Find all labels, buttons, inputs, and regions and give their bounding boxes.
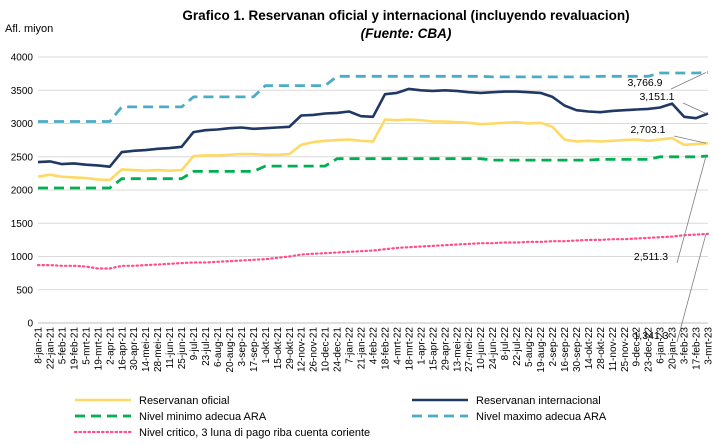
x-tick-label: 12-nov-21	[297, 327, 308, 372]
x-tick-label: 29-apr-22	[440, 327, 451, 371]
chart-subtitle: (Fuente: CBA)	[361, 26, 452, 41]
data-label-leader	[676, 155, 707, 264]
series-line-reservanan-oficial	[37, 118, 709, 182]
series-line-nivel-minimo-adecua-ara	[38, 154, 709, 190]
data-label-leader	[676, 233, 707, 343]
x-tick-label: 29-okt-21	[285, 327, 296, 370]
x-tick-label: 21-jan-22	[357, 327, 368, 370]
x-tick-label: 20-aug-21	[225, 327, 236, 373]
x-tick-label: 15-okt-21	[273, 327, 284, 370]
x-tick-label: 5-mrt-21	[81, 327, 92, 365]
x-tick-label: 19-aug-22	[536, 327, 547, 373]
data-label: 2,511.3	[634, 251, 668, 263]
data-label: 3,766.9	[627, 77, 662, 89]
legend-label: Reservanan internacional	[476, 395, 601, 407]
x-tick-label: 3-feb-23	[680, 327, 691, 365]
legend: Reservanan oficial Reservanan internacion…	[73, 395, 607, 439]
x-tick-label: 11-nov-22	[608, 327, 619, 372]
x-tick-label: 24-dec-21	[333, 327, 344, 372]
x-tick-label: 8-jan-21	[34, 327, 45, 364]
x-tick-label: 19-mrt-21	[93, 327, 104, 371]
x-tick-labels: 8-jan-21 22-jan-21 5-feb-21 19-feb-21 5-mrt-…	[34, 327, 715, 373]
y-tick-label: 3000	[11, 119, 34, 130]
x-tick-label: 22-jul-22	[512, 327, 523, 366]
data-label-leader	[670, 72, 707, 90]
x-tick-label: 10-jun-22	[476, 327, 487, 370]
x-tick-label: 10-dec-21	[321, 327, 332, 372]
x-tick-label: 27-mei-22	[464, 327, 475, 372]
data-label-leader	[673, 135, 707, 144]
x-tick-label: 25-nov-22	[620, 327, 631, 372]
y-tick-label: 1000	[11, 252, 34, 263]
x-tick-label: 22-jan-21	[45, 327, 56, 370]
x-tick-label: 9-jul-21	[189, 327, 200, 361]
series-line-reservanan-internacional	[37, 87, 709, 168]
y-tick-label: 0	[27, 319, 33, 330]
x-tick-label: 4-mrt-22	[392, 327, 403, 365]
x-tick-label: 18-mrt-22	[404, 327, 415, 371]
x-tick-label: 13-mei-22	[452, 327, 463, 372]
data-label: 3,151.1	[639, 91, 674, 103]
data-series	[36, 71, 710, 270]
x-tick-label: 23-jul-21	[201, 327, 212, 366]
x-tick-label: 3-mrt-23	[704, 327, 715, 365]
data-label-leader	[682, 102, 707, 114]
x-tick-label: 17-sep-21	[249, 327, 260, 372]
x-tick-label: 26-nov-21	[309, 327, 320, 372]
x-tick-label: 9-dec-22	[632, 327, 643, 367]
x-tick-label: 6-aug-21	[213, 327, 224, 367]
x-tick-label: 8-jul-22	[500, 327, 511, 361]
x-tick-label: 30-apr-21	[129, 327, 140, 371]
y-tick-label: 1500	[11, 219, 34, 230]
x-tick-label: 16-sep-22	[560, 327, 571, 372]
x-tick-label: 28-mei-21	[153, 327, 164, 372]
legend-label: Reservanan oficial	[139, 395, 230, 407]
data-label: 1,341.3	[633, 330, 668, 342]
x-tick-label: 2-sep-22	[548, 327, 559, 367]
chart-title: Grafico 1. Reservanan oficial y internac…	[182, 8, 629, 23]
x-tick-label: 15-apr-22	[428, 327, 439, 371]
data-labels: 3,766.9 3,151.1 2,703.1 2,511.3 1,341.3	[627, 72, 707, 343]
x-tick-label: 30-sep-22	[572, 327, 583, 372]
x-tick-label: 2-apr-21	[105, 327, 116, 365]
x-tick-label: 16-apr-21	[117, 327, 128, 371]
x-tick-label: 3-sep-21	[237, 327, 248, 367]
y-tick-label: 3500	[11, 86, 34, 97]
y-tick-label: 500	[16, 285, 33, 296]
x-tick-label: 20-jan-23	[668, 327, 679, 370]
y-axis-label: Afl. miyon	[5, 23, 53, 35]
x-tick-label: 7-jan-22	[345, 327, 356, 364]
x-tick-label: 6-jan-23	[656, 327, 667, 364]
series-line-nivel-maximo-adecua-ara	[38, 71, 709, 123]
x-tick-label: 4-feb-22	[369, 327, 380, 365]
y-tick-label: 4000	[11, 53, 34, 64]
x-tick-label: 14-mei-21	[141, 327, 152, 372]
x-tick-label: 5-aug-22	[524, 327, 535, 367]
y-tick-label: 2500	[11, 152, 34, 163]
legend-label: Nivel maximo adecua ARA	[476, 411, 607, 423]
x-tick-label: 11-jun-21	[165, 327, 176, 369]
series-line-nivel-critico-3-luna-di-pago-riba-cuenta-coriente	[36, 232, 710, 270]
x-tick-label: 17-feb-23	[692, 327, 703, 370]
x-tick-label: 14-okt-22	[584, 327, 595, 370]
gridlines	[38, 56, 708, 324]
x-tick-label: 23-dec-22	[644, 327, 655, 372]
data-label: 2,703.1	[630, 124, 665, 136]
x-tick-label: 18-feb-22	[380, 327, 391, 370]
x-tick-label: 1-okt-21	[261, 327, 272, 364]
x-tick-label: 28-okt-22	[596, 327, 607, 370]
x-tick-label: 5-feb-21	[57, 327, 68, 365]
legend-label: Nivel critico, 3 luna di pago riba cuent…	[139, 427, 370, 439]
x-tick-label: 1-apr-22	[416, 327, 427, 365]
x-tick-label: 24-jun-22	[488, 327, 499, 370]
x-tick-label: 19-feb-21	[69, 327, 80, 370]
x-tick-label: 25-jun-21	[177, 327, 188, 370]
legend-label: Nivel minimo adecua ARA	[139, 411, 267, 423]
y-tick-labels: 0 500 1000 1500 2000 2500 3000 3500 4000	[11, 53, 34, 330]
y-tick-label: 2000	[11, 186, 34, 197]
